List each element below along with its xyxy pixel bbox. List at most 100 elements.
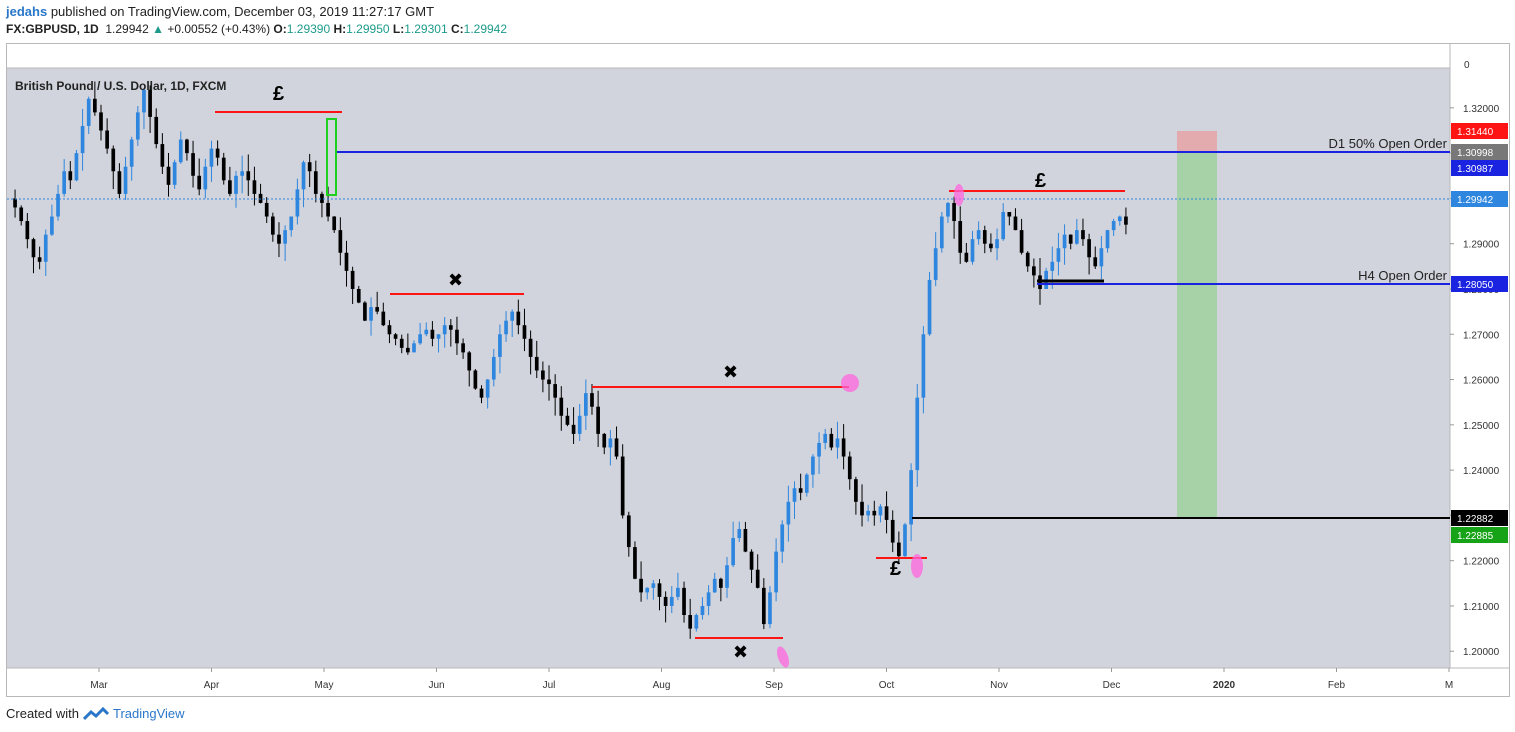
- candle-body: [731, 538, 735, 566]
- price-label-box: [1451, 160, 1508, 176]
- candle-body: [970, 239, 975, 262]
- candle-body: [399, 338, 404, 348]
- candle-body: [1124, 216, 1128, 225]
- candle-body: [608, 438, 613, 448]
- candle-body: [86, 98, 91, 126]
- candle-body: [749, 551, 754, 570]
- candle-body: [301, 162, 306, 190]
- candle-body: [1032, 266, 1036, 276]
- candle-body: [553, 384, 557, 398]
- candle-body: [577, 415, 582, 434]
- candle-body: [74, 153, 79, 181]
- candle-body: [135, 112, 140, 140]
- candle-body: [706, 592, 711, 606]
- price-label-text: 1.22885: [1457, 531, 1494, 542]
- x-tick-label: Mar: [90, 680, 108, 691]
- candle-body: [80, 125, 85, 154]
- candle-body: [841, 438, 846, 457]
- candle-body: [541, 370, 545, 380]
- candle-body: [614, 438, 619, 457]
- candle-body: [455, 329, 459, 344]
- candle-body: [639, 578, 643, 593]
- x-tick-label: Jun: [428, 680, 444, 691]
- candle-body: [1062, 234, 1067, 249]
- price-label-text: 1.30998: [1457, 148, 1494, 159]
- candle-body: [479, 388, 484, 398]
- candle-body: [811, 456, 815, 475]
- ohlc-info: FX:GBPUSD, 1D 1.29942 ▲ +0.00552 (+0.43%…: [6, 22, 507, 36]
- candle-body: [933, 248, 938, 280]
- chart-frame[interactable]: 0 D1 50% Open Order H4 Open Order £ ✖ ✖ …: [6, 43, 1510, 697]
- candle-body: [99, 112, 103, 131]
- candle-body: [154, 116, 159, 145]
- candle-body: [43, 234, 48, 262]
- candle-body: [522, 325, 527, 339]
- last-price: 1.29942: [105, 22, 149, 36]
- y-tick-label: 1.22000: [1463, 557, 1500, 568]
- candle-body: [700, 605, 705, 616]
- candle-body: [823, 433, 828, 443]
- chart-title: British Pound / U.S. Dollar, 1D, FXCM: [15, 79, 226, 93]
- candle-body: [307, 162, 312, 172]
- candle-body: [209, 148, 214, 167]
- candle-body: [356, 288, 361, 303]
- candle-body: [1013, 216, 1018, 231]
- candle-body: [412, 343, 416, 353]
- candle-body: [964, 252, 969, 262]
- candle-body: [903, 524, 907, 557]
- x-tick-label: Feb: [1328, 680, 1346, 691]
- candle-body: [835, 438, 840, 448]
- candle-body: [804, 474, 809, 493]
- candle-body: [761, 587, 766, 625]
- tradingview-brand-link[interactable]: TradingView: [112, 706, 185, 721]
- candle-body: [651, 583, 656, 588]
- candle-body: [927, 279, 932, 335]
- candle-body: [847, 456, 852, 480]
- candle-body: [424, 329, 429, 335]
- candle-body: [565, 415, 570, 425]
- candle-body: [381, 311, 386, 326]
- published-text: published on TradingView.com, December 0…: [50, 4, 435, 19]
- candle-body: [682, 587, 686, 616]
- cross-mark-may: ✖: [448, 270, 463, 290]
- price-label-text: 1.30987: [1457, 164, 1494, 175]
- y-tick-label: 1.29000: [1463, 240, 1500, 251]
- price-label-box: [1451, 527, 1508, 543]
- price-labels: 1.31440 1.30998 1.30987 1.29942 1.28050 1.228…: [1451, 123, 1508, 543]
- candle-body: [946, 202, 950, 217]
- candle-body: [326, 202, 330, 217]
- low-value: 1.29301: [404, 22, 448, 36]
- candle-body: [626, 515, 631, 548]
- candle-body: [62, 171, 67, 194]
- price-change: +0.00552 (+0.43%): [167, 22, 271, 36]
- author-name[interactable]: jedahs: [6, 4, 48, 19]
- candle-body: [676, 587, 680, 597]
- close-label: C:: [450, 22, 464, 36]
- candle-body: [854, 479, 858, 502]
- candle-body: [982, 230, 987, 244]
- candle-body: [921, 334, 926, 398]
- candle-body: [1081, 230, 1085, 240]
- candle-body: [442, 325, 447, 335]
- footer: Created with TradingView: [6, 706, 185, 721]
- candle-body: [1019, 230, 1024, 253]
- cross-mark-aug: ✖: [733, 642, 748, 662]
- candle-body: [571, 424, 576, 434]
- candle-body: [1087, 239, 1091, 258]
- target-zone-green: [1177, 152, 1217, 518]
- candle-body: [1105, 230, 1110, 249]
- candle-body: [461, 343, 465, 353]
- d1-line-label: D1 50% Open Order: [1328, 136, 1447, 151]
- candle-body: [56, 193, 60, 217]
- close-value: 1.29942: [463, 22, 508, 36]
- candle-body: [1001, 212, 1006, 240]
- candle-body: [958, 221, 963, 253]
- candle-body: [148, 89, 152, 117]
- price-label-box: [1451, 276, 1508, 292]
- price-chart[interactable]: 0 D1 50% Open Order H4 Open Order £ ✖ ✖ …: [7, 44, 1509, 696]
- publish-info: jedahs published on TradingView.com, Dec…: [6, 4, 434, 19]
- candle-body: [93, 98, 97, 113]
- candle-body: [719, 578, 723, 588]
- candle-body: [277, 234, 281, 244]
- candle-body: [369, 307, 373, 321]
